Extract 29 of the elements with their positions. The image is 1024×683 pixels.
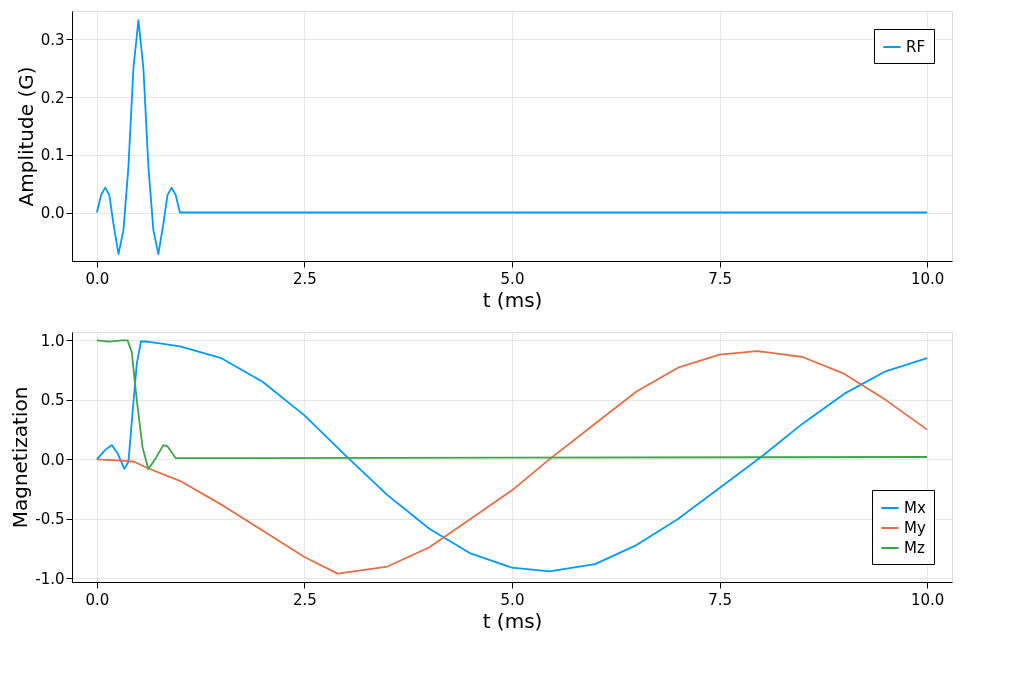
y-tick-label: -1.0	[35, 569, 65, 588]
legend-label: Mx	[904, 499, 926, 517]
legend-label: Mz	[904, 539, 925, 557]
y-tick-label: 0.0	[40, 204, 65, 222]
y-tick-label: 1.0	[40, 331, 65, 350]
x-tick-label: 5.0	[500, 590, 525, 609]
y-tick-label: 0.2	[40, 88, 65, 107]
x-tick-label: 10.0	[910, 590, 945, 609]
y-tick-label: 0.0	[40, 450, 65, 469]
y-axis-title: Amplitude (G)	[13, 66, 38, 207]
y-tick-label: 0.3	[40, 30, 65, 49]
y-tick-label: 0.5	[40, 391, 65, 410]
x-tick-label: 10.0	[910, 269, 945, 288]
x-tick-label: 7.5	[708, 590, 732, 609]
x-tick-label: 7.5	[708, 269, 732, 288]
legend-label: RF	[906, 38, 926, 56]
line-series	[96, 339, 928, 470]
x-tick-label: 5.0	[500, 269, 525, 288]
legend-label: My	[904, 519, 926, 537]
x-tick-label: 2.5	[293, 590, 317, 609]
x-tick-label: 2.5	[293, 269, 317, 288]
y-tick-label: -0.5	[35, 510, 65, 529]
y-axis-title: Magnetization	[8, 386, 33, 529]
x-axis-title: t (ms)	[482, 608, 543, 633]
x-tick-label: 0.0	[85, 269, 110, 288]
y-tick-label: 0.1	[40, 146, 65, 165]
x-tick-label: 0.0	[85, 590, 110, 609]
line-series	[96, 19, 928, 255]
x-axis-title: t (ms)	[482, 287, 543, 312]
